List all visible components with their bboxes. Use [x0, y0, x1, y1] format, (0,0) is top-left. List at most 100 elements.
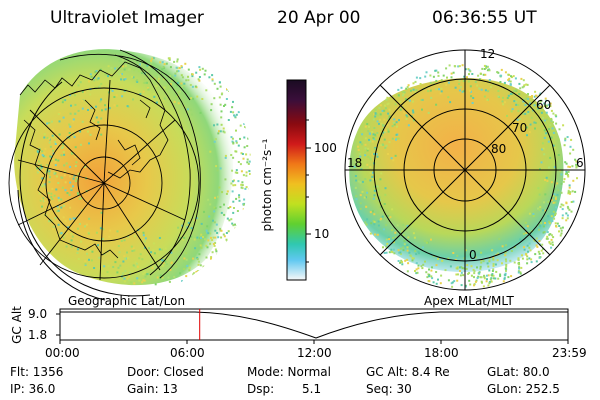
speckle-pixel	[171, 79, 174, 82]
speckle-pixel	[480, 88, 483, 91]
speckle-pixel	[143, 78, 146, 81]
speckle-pixel	[147, 87, 149, 90]
speckle-pixel	[140, 72, 143, 74]
speckle-pixel	[534, 90, 537, 93]
timeline-left-title: Geographic Lat/Lon	[68, 294, 186, 308]
speckle-pixel	[117, 266, 120, 269]
speckle-pixel	[142, 231, 145, 234]
speckle-pixel	[210, 257, 212, 260]
speckle-pixel	[74, 94, 76, 97]
speckle-pixel	[120, 78, 123, 81]
speckle-pixel	[148, 247, 150, 250]
speckle-pixel	[397, 249, 400, 252]
speckle-pixel	[486, 69, 489, 72]
speckle-pixel	[153, 95, 156, 98]
speckle-pixel	[483, 277, 486, 280]
speckle-pixel	[142, 81, 145, 84]
speckle-pixel	[157, 77, 160, 80]
speckle-pixel	[235, 140, 238, 143]
speckle-pixel	[552, 210, 555, 213]
speckle-pixel	[530, 116, 533, 119]
speckle-pixel	[428, 280, 431, 283]
speckle-pixel	[542, 252, 545, 255]
speckle-pixel	[156, 276, 159, 279]
speckle-pixel	[532, 212, 535, 215]
speckle-pixel	[401, 263, 404, 266]
speckle-pixel	[51, 187, 54, 190]
speckle-pixel	[431, 266, 433, 269]
speckle-pixel	[127, 257, 129, 259]
speckle-pixel	[132, 264, 135, 267]
speckle-pixel	[153, 252, 156, 255]
speckle-pixel	[251, 188, 253, 190]
speckle-pixel	[518, 117, 521, 120]
speckle-pixel	[198, 79, 201, 82]
speckle-pixel	[415, 89, 418, 92]
speckle-pixel	[403, 234, 406, 236]
speckle-pixel	[84, 262, 87, 265]
speckle-pixel	[211, 79, 214, 82]
speckle-pixel	[212, 265, 215, 268]
speckle-pixel	[209, 242, 212, 245]
speckle-pixel	[366, 163, 369, 166]
speckle-pixel	[70, 189, 73, 191]
speckle-pixel	[560, 191, 563, 194]
speckle-pixel	[503, 277, 506, 280]
speckle-pixel	[63, 164, 66, 167]
speckle-pixel	[68, 132, 71, 134]
speckle-pixel	[152, 242, 155, 245]
speckle-pixel	[377, 188, 380, 191]
speckle-pixel	[144, 237, 147, 240]
speckle-pixel	[523, 246, 525, 249]
speckle-pixel	[62, 216, 65, 219]
speckle-pixel	[48, 220, 50, 223]
speckle-pixel	[380, 217, 382, 220]
speckle-pixel	[55, 175, 58, 178]
speckle-pixel	[415, 262, 418, 265]
speckle-pixel	[80, 240, 83, 243]
speckle-pixel	[236, 171, 239, 174]
speckle-pixel	[384, 104, 386, 107]
speckle-pixel	[176, 84, 179, 87]
speckle-pixel	[195, 217, 198, 220]
speckle-pixel	[402, 223, 405, 226]
speckle-pixel	[108, 107, 111, 110]
speckle-pixel	[471, 102, 474, 104]
speckle-pixel	[158, 248, 161, 251]
speckle-pixel	[554, 184, 557, 187]
speckle-pixel	[246, 145, 249, 147]
speckle-pixel	[488, 260, 491, 263]
speckle-pixel	[192, 229, 195, 231]
speckle-pixel	[110, 88, 113, 91]
speckle-pixel	[256, 133, 258, 135]
speckle-pixel	[435, 69, 438, 72]
speckle-pixel	[177, 91, 180, 94]
speckle-pixel	[176, 60, 179, 63]
speckle-pixel	[46, 122, 49, 125]
speckle-pixel	[370, 195, 372, 198]
speckle-pixel	[218, 96, 221, 99]
speckle-pixel	[369, 140, 372, 143]
speckle-pixel	[161, 61, 164, 64]
speckle-pixel	[564, 161, 567, 164]
speckle-pixel	[113, 104, 116, 107]
speckle-pixel	[429, 252, 432, 255]
speckle-pixel	[407, 236, 410, 239]
speckle-pixel	[387, 130, 390, 133]
speckle-pixel	[385, 224, 388, 227]
speckle-pixel	[504, 274, 507, 277]
speckle-pixel	[357, 145, 359, 148]
speckle-pixel	[449, 101, 452, 104]
speckle-pixel	[552, 121, 554, 124]
speckle-pixel	[240, 183, 243, 186]
speckle-pixel	[496, 71, 499, 74]
colorbar-tick-100: 100	[314, 141, 337, 155]
speckle-pixel	[169, 75, 172, 78]
speckle-pixel	[526, 112, 529, 115]
speckle-pixel	[74, 92, 77, 95]
speckle-pixel	[395, 137, 398, 140]
speckle-pixel	[375, 153, 378, 156]
speckle-pixel	[469, 283, 472, 286]
speckle-pixel	[227, 230, 230, 233]
speckle-pixel	[510, 250, 513, 252]
